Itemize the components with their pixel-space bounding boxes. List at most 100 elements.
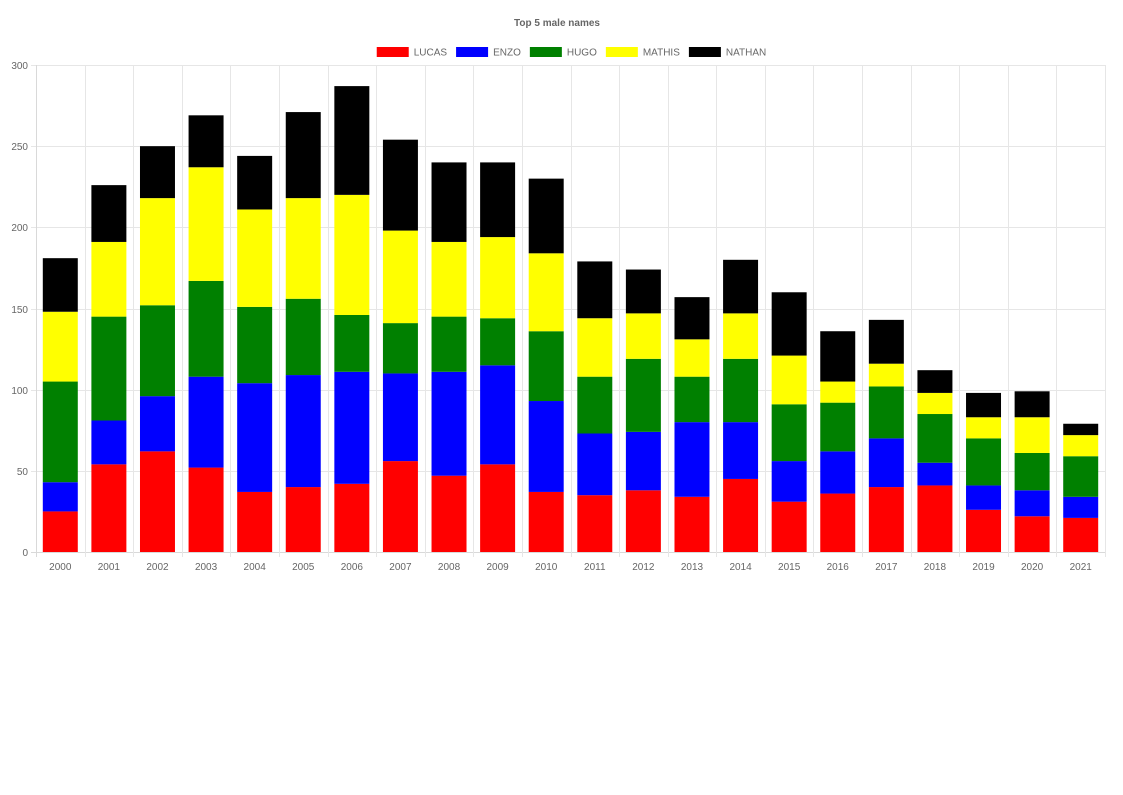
- bar-mathis-2021[interactable]: [1063, 435, 1099, 457]
- bar-nathan-2013[interactable]: [674, 297, 710, 340]
- bar-mathis-2013[interactable]: [674, 339, 710, 377]
- bar-mathis-2007[interactable]: [382, 230, 418, 324]
- bar-lucas-2007[interactable]: [382, 461, 418, 552]
- bar-enzo-2012[interactable]: [625, 431, 661, 491]
- bar-mathis-2005[interactable]: [285, 198, 321, 299]
- bar-nathan-2016[interactable]: [820, 331, 856, 382]
- bar-nathan-2017[interactable]: [868, 319, 904, 364]
- bar-enzo-2013[interactable]: [674, 422, 710, 497]
- bar-hugo-2008[interactable]: [431, 316, 467, 372]
- bar-mathis-2008[interactable]: [431, 241, 467, 317]
- bar-nathan-2021[interactable]: [1063, 423, 1099, 436]
- bar-lucas-2021[interactable]: [1063, 517, 1099, 552]
- bar-lucas-2009[interactable]: [480, 464, 516, 552]
- bar-nathan-2007[interactable]: [382, 139, 418, 231]
- bar-hugo-2016[interactable]: [820, 402, 856, 452]
- bar-nathan-2002[interactable]: [139, 146, 175, 199]
- legend-item-nathan[interactable]: NATHAN: [688, 47, 766, 59]
- legend[interactable]: LUCAS ENZO HUGO MATHIS NATHAN: [376, 47, 767, 59]
- bar-enzo-2004[interactable]: [237, 383, 273, 492]
- bar-hugo-2013[interactable]: [674, 376, 710, 423]
- bar-hugo-2006[interactable]: [334, 314, 370, 372]
- bar-lucas-2020[interactable]: [1014, 516, 1050, 552]
- bar-nathan-2015[interactable]: [771, 292, 807, 356]
- bar-nathan-2020[interactable]: [1014, 391, 1050, 418]
- bar-hugo-2001[interactable]: [91, 316, 127, 421]
- bar-enzo-2003[interactable]: [188, 376, 224, 468]
- bar-mathis-2004[interactable]: [237, 209, 273, 307]
- bar-hugo-2014[interactable]: [723, 358, 759, 423]
- bar-hugo-2010[interactable]: [528, 331, 564, 402]
- bar-enzo-2000[interactable]: [42, 482, 78, 512]
- bar-enzo-2006[interactable]: [334, 371, 370, 484]
- bar-lucas-2018[interactable]: [917, 485, 953, 552]
- bar-hugo-2021[interactable]: [1063, 456, 1099, 497]
- bar-hugo-2003[interactable]: [188, 280, 224, 377]
- bar-mathis-2003[interactable]: [188, 167, 224, 281]
- bar-hugo-2018[interactable]: [917, 414, 953, 463]
- bar-nathan-2003[interactable]: [188, 115, 224, 168]
- bar-enzo-2002[interactable]: [139, 396, 175, 452]
- bar-lucas-2003[interactable]: [188, 467, 224, 552]
- bar-nathan-2011[interactable]: [577, 261, 613, 319]
- bar-nathan-2019[interactable]: [966, 392, 1002, 418]
- bar-nathan-2005[interactable]: [285, 112, 321, 199]
- bar-lucas-2012[interactable]: [625, 490, 661, 552]
- bar-hugo-2005[interactable]: [285, 298, 321, 376]
- bar-nathan-2010[interactable]: [528, 178, 564, 254]
- bar-lucas-2008[interactable]: [431, 475, 467, 552]
- bar-mathis-2010[interactable]: [528, 253, 564, 332]
- bar-lucas-2017[interactable]: [868, 487, 904, 552]
- bar-lucas-2015[interactable]: [771, 501, 807, 552]
- bar-nathan-2001[interactable]: [91, 185, 127, 242]
- bar-mathis-2018[interactable]: [917, 392, 953, 415]
- bar-nathan-2009[interactable]: [480, 162, 516, 238]
- bar-mathis-2012[interactable]: [625, 313, 661, 359]
- bar-hugo-2000[interactable]: [42, 381, 78, 483]
- bar-mathis-2006[interactable]: [334, 194, 370, 315]
- bar-enzo-2017[interactable]: [868, 438, 904, 488]
- bar-nathan-2014[interactable]: [723, 259, 759, 314]
- bar-lucas-2005[interactable]: [285, 487, 321, 552]
- bar-mathis-2014[interactable]: [723, 313, 759, 359]
- bar-enzo-2016[interactable]: [820, 451, 856, 494]
- bar-hugo-2009[interactable]: [480, 318, 516, 366]
- bar-hugo-2019[interactable]: [966, 438, 1002, 486]
- bar-mathis-2015[interactable]: [771, 355, 807, 405]
- bar-enzo-2011[interactable]: [577, 433, 613, 496]
- legend-item-lucas[interactable]: LUCAS: [376, 47, 448, 59]
- bar-lucas-2010[interactable]: [528, 491, 564, 552]
- bar-nathan-2004[interactable]: [237, 155, 273, 210]
- bar-hugo-2020[interactable]: [1014, 452, 1050, 491]
- bar-enzo-2008[interactable]: [431, 371, 467, 476]
- legend-item-enzo[interactable]: ENZO: [456, 47, 521, 59]
- bar-enzo-2010[interactable]: [528, 401, 564, 492]
- bar-enzo-2001[interactable]: [91, 420, 127, 465]
- bar-enzo-2021[interactable]: [1063, 496, 1099, 518]
- bar-enzo-2005[interactable]: [285, 375, 321, 488]
- bar-enzo-2015[interactable]: [771, 461, 807, 502]
- bar-lucas-2004[interactable]: [237, 491, 273, 552]
- bar-mathis-2000[interactable]: [42, 311, 78, 382]
- bar-lucas-2002[interactable]: [139, 451, 175, 552]
- bar-enzo-2019[interactable]: [966, 485, 1002, 510]
- bar-mathis-2017[interactable]: [868, 363, 904, 387]
- bar-lucas-2013[interactable]: [674, 496, 710, 552]
- bar-hugo-2007[interactable]: [382, 323, 418, 374]
- bar-mathis-2009[interactable]: [480, 237, 516, 319]
- bar-mathis-2016[interactable]: [820, 381, 856, 403]
- bar-lucas-2000[interactable]: [42, 511, 78, 552]
- bar-mathis-2002[interactable]: [139, 198, 175, 306]
- bar-mathis-2001[interactable]: [91, 241, 127, 317]
- bar-nathan-2008[interactable]: [431, 162, 467, 242]
- bar-lucas-2001[interactable]: [91, 464, 127, 552]
- bar-hugo-2015[interactable]: [771, 404, 807, 462]
- bar-hugo-2017[interactable]: [868, 386, 904, 439]
- bar-mathis-2020[interactable]: [1014, 417, 1050, 453]
- bar-lucas-2006[interactable]: [334, 483, 370, 552]
- bar-hugo-2002[interactable]: [139, 305, 175, 397]
- bar-enzo-2018[interactable]: [917, 462, 953, 486]
- legend-item-hugo[interactable]: HUGO: [529, 47, 597, 59]
- bar-enzo-2009[interactable]: [480, 365, 516, 465]
- legend-item-mathis[interactable]: MATHIS: [605, 47, 680, 59]
